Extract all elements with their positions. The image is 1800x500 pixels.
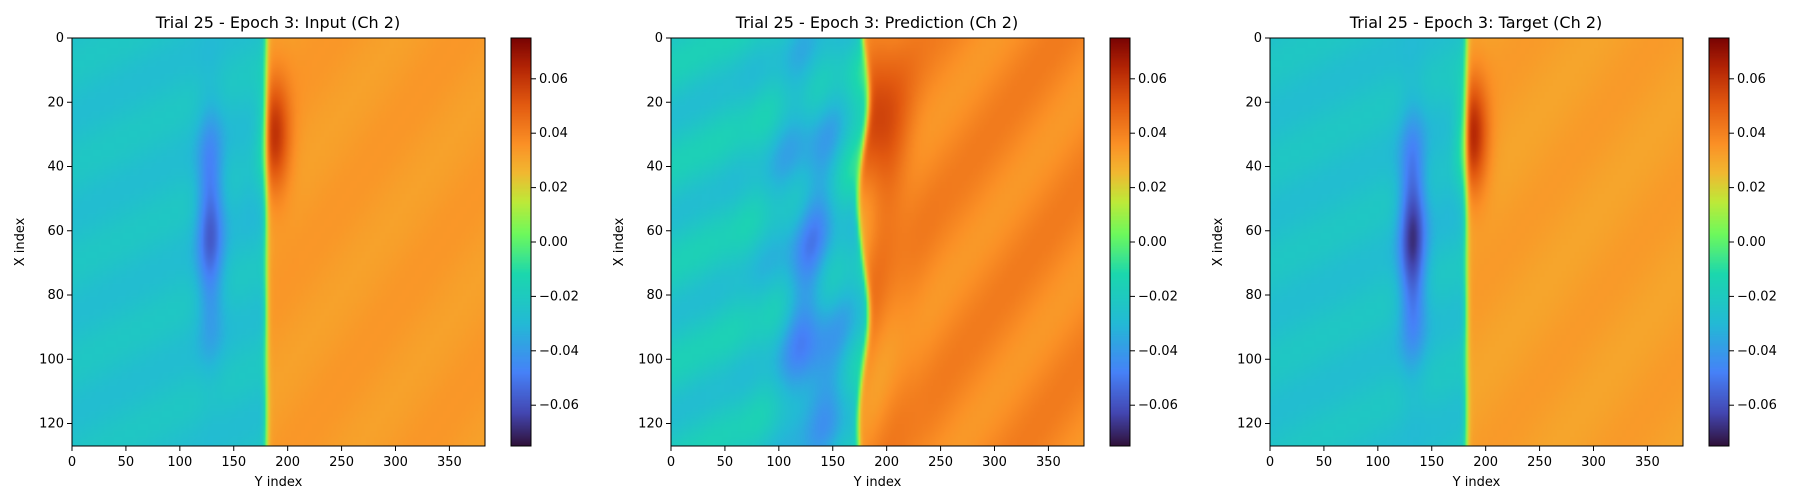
x-tick-label: 200 [1473,455,1498,470]
y-tick-label: 120 [39,417,64,432]
x-tick-label: 300 [1581,455,1606,470]
colorbar-tick-label: 0.06 [1138,72,1167,87]
panel-input: Trial 25 - Epoch 3: Input (Ch 2) Y index X… [13,13,579,490]
panel-target: Trial 25 - Epoch 3: Target (Ch 2) Y index… [1211,13,1777,490]
x-tick-label: 50 [717,455,734,470]
x-tick-label: 150 [1419,455,1444,470]
y-tick-label: 80 [1245,288,1262,303]
x-tick-label: 100 [167,455,192,470]
y-axis-label: X index [612,217,627,266]
colorbar-tick-label: 0.06 [539,72,568,87]
colorbar-gradient [1110,38,1130,446]
plot-frame [71,37,486,447]
colorbar-gradient [1709,38,1729,446]
x-tick-label: 250 [928,455,953,470]
colorbar-gradient [511,38,531,446]
colorbar-tick-label: 0.00 [539,235,568,250]
x-tick-label: 0 [1266,455,1274,470]
colorbar-tick-label: 0.02 [1737,181,1766,196]
y-tick-label: 100 [638,352,663,367]
x-axis-label: Y index [1452,475,1501,490]
y-axis-label: X index [13,217,28,266]
y-tick-label: 0 [56,31,64,46]
colorbar-tick-label: −0.02 [539,289,579,304]
y-tick-label: 120 [638,417,663,432]
y-tick-label: 0 [1254,31,1262,46]
chart-title: Trial 25 - Epoch 3: Prediction (Ch 2) [735,13,1018,32]
colorbar-tick-label: 0.02 [1138,181,1167,196]
y-tick-label: 60 [646,224,663,239]
chart-title: Trial 25 - Epoch 3: Input (Ch 2) [155,13,400,32]
colorbar-tick-label: 0.06 [1737,72,1766,87]
y-tick-label: 60 [1245,224,1262,239]
heatmap-image [671,38,1084,446]
x-tick-label: 200 [275,455,300,470]
x-axis-label: Y index [853,475,902,490]
x-tick-label: 350 [1036,455,1061,470]
x-tick-label: 0 [667,455,675,470]
colorbar-tick-label: −0.06 [1138,398,1178,413]
y-tick-label: 100 [1237,352,1262,367]
colorbar-tick-label: 0.04 [1737,126,1766,141]
colorbar-tick-label: −0.06 [1737,398,1777,413]
x-tick-label: 100 [1365,455,1390,470]
plot-frame [1269,37,1684,447]
y-tick-label: 20 [47,95,64,110]
x-axis-label: Y index [254,475,303,490]
colorbar-tick-label: 0.04 [539,126,568,141]
x-tick-label: 100 [766,455,791,470]
x-tick-label: 250 [1527,455,1552,470]
colorbar-tick-label: 0.02 [539,181,568,196]
colorbar-tick-label: 0.00 [1737,235,1766,250]
x-tick-label: 50 [1316,455,1333,470]
chart-title: Trial 25 - Epoch 3: Target (Ch 2) [1349,13,1602,32]
colorbar-tick-label: −0.04 [1737,344,1777,359]
y-tick-label: 60 [47,224,64,239]
y-tick-label: 40 [47,160,64,175]
colorbar-tick-label: −0.06 [539,398,579,413]
panel-prediction: Trial 25 - Epoch 3: Prediction (Ch 2) Y i… [612,13,1178,490]
y-tick-label: 0 [655,31,663,46]
y-tick-label: 80 [47,288,64,303]
y-tick-label: 40 [1245,160,1262,175]
colorbar-tick-label: 0.00 [1138,235,1167,250]
x-tick-label: 250 [329,455,354,470]
x-tick-label: 300 [383,455,408,470]
heatmap-image [1270,38,1683,446]
colorbar-tick-label: −0.02 [1138,289,1178,304]
y-tick-label: 20 [646,95,663,110]
y-axis-label: X index [1211,217,1226,266]
y-tick-label: 80 [646,288,663,303]
x-tick-label: 150 [820,455,845,470]
x-tick-label: 350 [1635,455,1660,470]
x-tick-label: 0 [68,455,76,470]
colorbar-tick-label: −0.02 [1737,289,1777,304]
x-tick-label: 50 [118,455,135,470]
x-tick-label: 300 [982,455,1007,470]
x-tick-label: 350 [437,455,462,470]
x-tick-label: 200 [874,455,899,470]
x-tick-label: 150 [221,455,246,470]
y-tick-label: 120 [1237,417,1262,432]
colorbar-tick-label: −0.04 [1138,344,1178,359]
y-tick-label: 40 [646,160,663,175]
heatmap-image [72,38,485,446]
y-tick-label: 100 [39,352,64,367]
colorbar-tick-label: −0.04 [539,344,579,359]
plot-frame [670,37,1085,447]
colorbar-tick-label: 0.04 [1138,126,1167,141]
y-tick-label: 20 [1245,95,1262,110]
